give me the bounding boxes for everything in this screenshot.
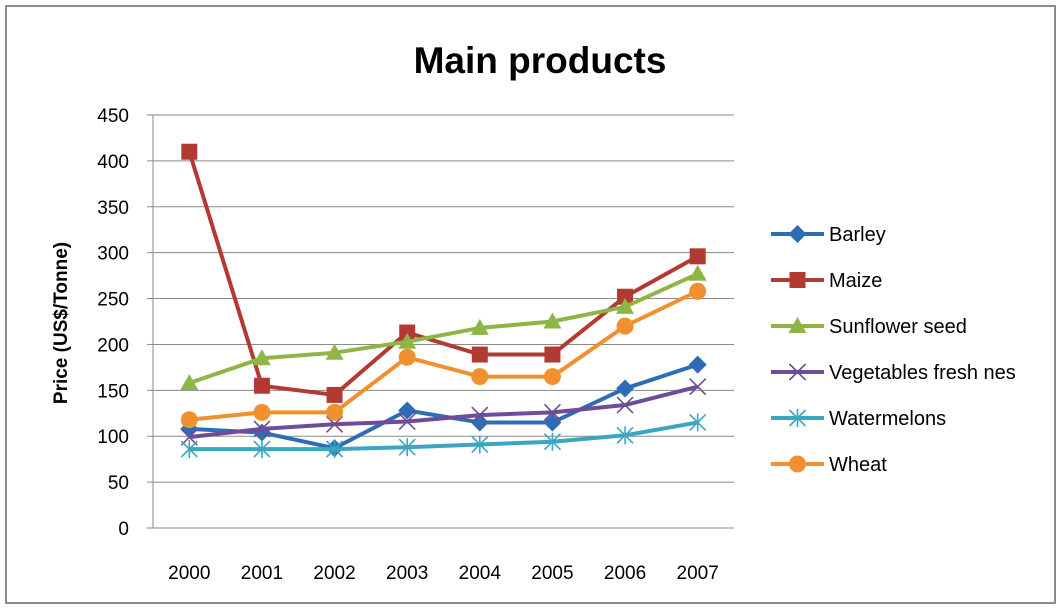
y-tick-label: 150 bbox=[97, 381, 129, 402]
data-point-wheat bbox=[689, 282, 707, 300]
legend-label: Maize bbox=[829, 270, 882, 292]
data-point-maize bbox=[689, 248, 706, 265]
y-tick-label: 0 bbox=[118, 519, 129, 540]
series-lines bbox=[180, 143, 707, 459]
legend-marker bbox=[788, 317, 807, 333]
data-point-watermelons bbox=[398, 438, 416, 457]
data-point-sunflower-seed bbox=[398, 332, 417, 349]
legend-label: Vegetables fresh nes bbox=[829, 362, 1016, 384]
data-point-vegetables-fresh-nes bbox=[253, 420, 271, 438]
x-tick-label: 2003 bbox=[386, 563, 428, 584]
data-point-wheat bbox=[398, 348, 416, 366]
x-tick-label: 2002 bbox=[313, 563, 355, 584]
legend-item-wheat: Wheat bbox=[771, 454, 887, 476]
x-tick-label: 2006 bbox=[604, 563, 646, 584]
series-sunflower-seed bbox=[180, 264, 707, 390]
x-tick-label: 2000 bbox=[168, 563, 210, 584]
data-point-sunflower-seed bbox=[543, 312, 562, 329]
y-tick-label: 300 bbox=[97, 244, 129, 265]
data-point-wheat bbox=[471, 368, 489, 386]
data-point-wheat bbox=[543, 368, 561, 386]
x-tick-label: 2005 bbox=[531, 563, 573, 584]
x-tick-label: 2004 bbox=[459, 563, 502, 584]
data-point-barley bbox=[398, 401, 417, 420]
legend-label: Watermelons bbox=[829, 408, 946, 430]
legend-item-vegetables-fresh-nes: Vegetables fresh nes bbox=[771, 362, 1016, 384]
data-point-watermelons bbox=[543, 432, 562, 451]
series-watermelons bbox=[180, 413, 707, 459]
y-axis-label: Price (US$/Tonne) bbox=[51, 242, 72, 404]
legend-label: Barley bbox=[829, 224, 886, 246]
y-tick-label: 100 bbox=[97, 427, 129, 448]
data-point-barley bbox=[470, 413, 489, 432]
data-point-maize bbox=[544, 346, 561, 363]
data-point-sunflower-seed bbox=[688, 264, 707, 281]
data-point-watermelons bbox=[325, 440, 344, 459]
data-point-wheat bbox=[616, 317, 634, 335]
data-point-vegetables-fresh-nes bbox=[398, 412, 416, 431]
y-tick-label: 350 bbox=[97, 198, 129, 219]
axes: 0 50 100 150 200 250 300 350 400 450 2000 2001 2002 2… bbox=[97, 106, 734, 584]
legend-label: Sunflower seed bbox=[829, 316, 967, 338]
data-point-sunflower-seed bbox=[252, 349, 271, 366]
data-point-maize bbox=[181, 143, 198, 160]
series-line-vegetables-fresh-nes bbox=[189, 384, 699, 440]
x-tick-label: 2001 bbox=[241, 563, 283, 584]
y-tick-label: 400 bbox=[97, 152, 129, 173]
x-tick-label: 2007 bbox=[677, 563, 719, 584]
data-point-vegetables-fresh-nes bbox=[543, 403, 562, 421]
data-point-sunflower-seed bbox=[325, 343, 344, 360]
gridlines bbox=[153, 114, 734, 483]
data-point-maize bbox=[471, 346, 488, 363]
legend-item-barley: Barley bbox=[771, 224, 886, 246]
legend-item-sunflower-seed: Sunflower seed bbox=[771, 316, 967, 338]
data-point-maize bbox=[253, 377, 270, 394]
series-line-watermelons bbox=[189, 420, 699, 452]
chart-title: Main products bbox=[414, 40, 667, 81]
series-line-wheat bbox=[189, 289, 699, 422]
data-point-barley bbox=[616, 379, 635, 398]
legend-marker bbox=[789, 272, 806, 288]
series-wheat bbox=[180, 282, 707, 429]
y-tick-label: 50 bbox=[108, 473, 129, 494]
data-point-watermelons bbox=[616, 426, 634, 445]
y-tick-label: 250 bbox=[97, 290, 129, 311]
legend-item-watermelons: Watermelons bbox=[771, 408, 946, 430]
series-line-maize bbox=[187, 151, 699, 397]
data-point-barley bbox=[543, 413, 562, 432]
data-point-barley bbox=[252, 423, 271, 442]
data-point-maize bbox=[326, 386, 343, 403]
y-tick-label: 450 bbox=[97, 106, 129, 127]
data-point-maize bbox=[617, 288, 634, 305]
chart-frame bbox=[5, 5, 1056, 604]
data-point-sunflower-seed bbox=[180, 373, 199, 390]
data-point-sunflower-seed bbox=[470, 318, 489, 335]
data-point-vegetables-fresh-nes bbox=[689, 378, 707, 396]
data-point-watermelons bbox=[689, 413, 707, 432]
data-point-wheat bbox=[180, 411, 198, 429]
data-point-sunflower-seed bbox=[616, 297, 635, 314]
data-point-watermelons bbox=[471, 435, 489, 454]
legend-marker bbox=[788, 409, 807, 427]
data-point-vegetables-fresh-nes bbox=[180, 428, 198, 446]
data-point-watermelons bbox=[253, 440, 271, 459]
legend-marker bbox=[788, 363, 807, 381]
data-point-wheat bbox=[253, 403, 271, 421]
legend-marker bbox=[789, 455, 806, 473]
legend-marker bbox=[788, 225, 807, 243]
legend: Barley Maize Sunflower seed Vegetables fres… bbox=[771, 224, 1016, 476]
legend-item-maize: Maize bbox=[771, 270, 882, 292]
legend-label: Wheat bbox=[829, 454, 887, 476]
data-point-vegetables-fresh-nes bbox=[471, 406, 489, 424]
y-tick-label: 200 bbox=[97, 335, 129, 356]
series-maize bbox=[181, 143, 706, 403]
series-line-sunflower-seed bbox=[188, 271, 699, 385]
data-point-vegetables-fresh-nes bbox=[616, 396, 634, 414]
data-point-barley bbox=[688, 355, 707, 374]
data-point-maize bbox=[399, 324, 416, 341]
data-point-wheat bbox=[326, 403, 344, 421]
data-point-watermelons bbox=[180, 440, 198, 459]
